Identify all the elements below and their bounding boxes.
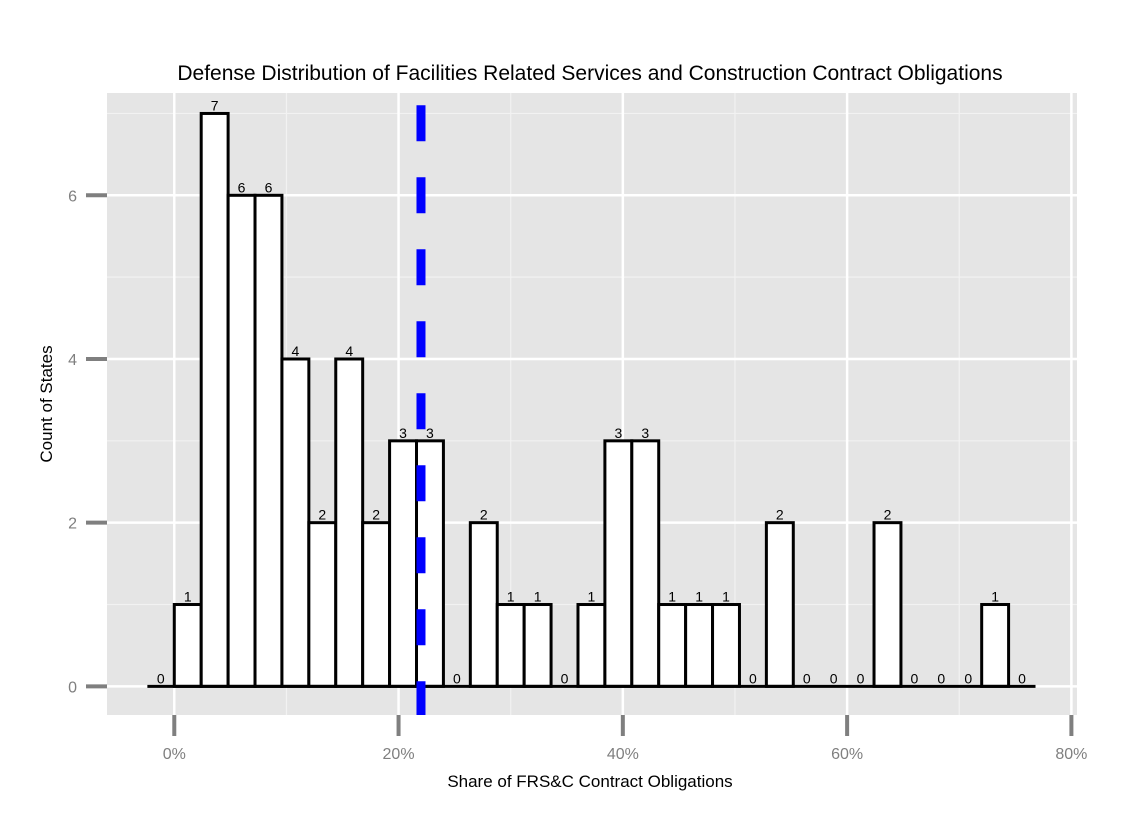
histogram-bar [603, 439, 634, 688]
y-tick-label: 6 [68, 188, 77, 205]
bar-count-label: 2 [884, 507, 892, 523]
x-axis-title: Share of FRS&C Contract Obligations [447, 772, 732, 791]
bar-count-label: 1 [534, 589, 542, 605]
histogram-bar [684, 603, 715, 688]
bar-count-label: 1 [668, 589, 676, 605]
bar-count-label: 2 [372, 507, 380, 523]
histogram-bar [253, 193, 284, 688]
bar-count-label: 1 [991, 589, 999, 605]
bar-count-label: 6 [265, 179, 273, 195]
bars [147, 111, 1036, 688]
x-tick-label: 60% [831, 746, 863, 763]
bar-count-label: 2 [318, 507, 326, 523]
bar-labels: 0 1 7 6 6 4 2 4 2 3 3 0 2 1 1 0 1 3 3 1 1 1 0 2 0 0 0 2 0 0 0 1 0 [157, 97, 1026, 686]
bar-count-label: 0 [964, 670, 972, 686]
bar-count-label: 1 [184, 589, 192, 605]
bar-count-label: 0 [911, 670, 919, 686]
histogram-bar [711, 603, 741, 688]
bar-count-label: 4 [291, 343, 299, 359]
bar-count-label: 1 [588, 589, 596, 605]
histogram-bar [764, 521, 795, 688]
bar-count-label: 0 [561, 670, 569, 686]
y-axis-title: Count of States [37, 345, 56, 462]
histogram-bar [334, 357, 365, 688]
bar-count-label: 3 [641, 425, 649, 441]
x-tick-label: 80% [1055, 746, 1087, 763]
x-tick-label: 0% [163, 746, 186, 763]
bar-count-label: 0 [937, 670, 945, 686]
bar-count-label: 0 [857, 670, 865, 686]
y-tick-label: 2 [68, 516, 77, 533]
bar-count-label: 0 [749, 670, 757, 686]
histogram-bar [980, 603, 1011, 688]
bar-count-label: 3 [614, 425, 622, 441]
histogram-bar [872, 521, 903, 688]
histogram-bar [226, 193, 257, 688]
y-tick-label: 0 [68, 679, 77, 696]
histogram-bar [468, 521, 499, 688]
bar-count-label: 2 [776, 507, 784, 523]
bar-count-label: 2 [480, 507, 488, 523]
bar-count-label: 4 [345, 343, 353, 359]
histogram-bar [495, 603, 526, 688]
bar-count-label: 7 [211, 97, 219, 113]
bar-count-label: 0 [453, 670, 461, 686]
histogram-bar [657, 603, 688, 688]
histogram-bar [388, 439, 419, 688]
y-tick-label: 4 [68, 352, 77, 369]
bar-count-label: 0 [1018, 670, 1026, 686]
histogram-bar [280, 357, 311, 688]
histogram-bar [361, 521, 392, 688]
bar-count-label: 1 [695, 589, 703, 605]
x-tick-label: 20% [383, 746, 415, 763]
histogram-bar [199, 111, 230, 688]
bar-count-label: 0 [803, 670, 811, 686]
bar-count-label: 6 [238, 179, 246, 195]
histogram-bar [172, 603, 203, 688]
histogram-bar [630, 439, 661, 688]
bar-count-label: 3 [426, 425, 434, 441]
bar-count-label: 1 [507, 589, 515, 605]
axes: 0% 20% 40% 60% 80% 0 2 4 6 [68, 188, 1087, 763]
bar-count-label: 3 [399, 425, 407, 441]
x-tick-label: 40% [607, 746, 639, 763]
bar-count-label: 0 [157, 670, 165, 686]
histogram-bar [522, 603, 553, 688]
bar-count-label: 0 [830, 670, 838, 686]
histogram-bar [576, 603, 607, 688]
bar-count-label: 1 [722, 589, 730, 605]
histogram-bar [307, 521, 338, 688]
chart-title: Defense Distribution of Facilities Relat… [177, 62, 1002, 85]
